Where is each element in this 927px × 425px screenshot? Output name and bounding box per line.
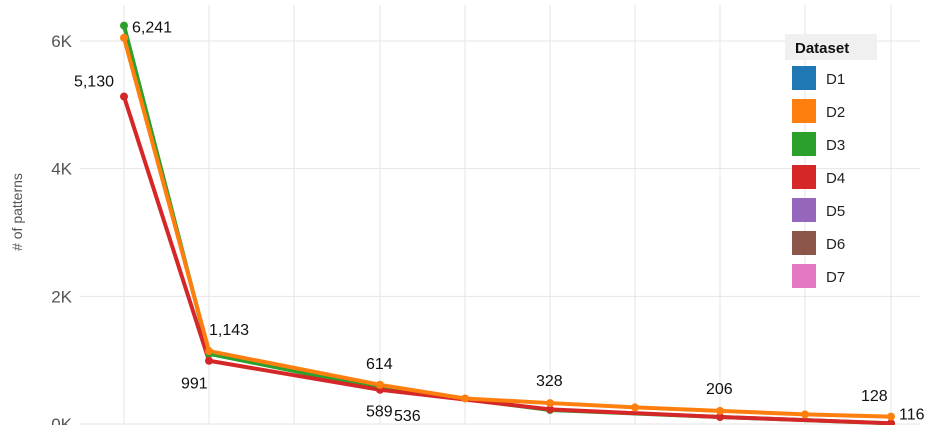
data-point-d2 [716, 406, 724, 415]
data-point-d4 [205, 356, 213, 365]
data-label: 116 [899, 407, 925, 424]
data-label: 128 [861, 388, 888, 405]
y-axis: 0K 2K 4K 6K # of patterns [9, 32, 73, 425]
data-point-d2 [376, 380, 384, 389]
legend-swatch-d3 [792, 132, 816, 156]
data-labels: 6,241 5,130 1,143 991 614 589 536 328 206 128 116 [74, 20, 925, 425]
legend-label-d5: D5 [826, 203, 845, 220]
data-point-d4 [120, 92, 128, 101]
legend-label-d2: D2 [826, 104, 845, 121]
data-point-d2 [120, 33, 128, 42]
legend-label-d4: D4 [826, 170, 845, 187]
data-label: 1,143 [209, 322, 249, 339]
series-lines [120, 21, 895, 425]
legend-title: Dataset [795, 40, 849, 57]
legend-swatch-d5 [792, 198, 816, 222]
data-label: 6,241 [132, 20, 172, 37]
y-axis-title: # of patterns [9, 173, 25, 251]
data-label: 5,130 [74, 74, 114, 91]
data-label: 536 [394, 408, 421, 425]
y-tick-label: 0K [51, 415, 72, 425]
y-tick-label: 2K [51, 287, 72, 306]
data-point-d4 [546, 405, 554, 414]
legend-title-background [785, 34, 877, 60]
data-label: 328 [536, 373, 563, 390]
legend-swatch-d4 [792, 165, 816, 189]
data-point-d2 [546, 399, 554, 408]
y-tick-label: 6K [51, 32, 72, 51]
series-line-d3 [122, 23, 893, 425]
data-point-d2 [887, 412, 895, 421]
legend-label-d3: D3 [826, 137, 845, 154]
legend-label-d6: D6 [826, 236, 845, 253]
data-label: 991 [181, 376, 208, 393]
data-point-d2 [631, 403, 639, 412]
grid [80, 5, 920, 425]
legend-swatch-d1 [792, 66, 816, 90]
series-line-d4 [122, 94, 893, 425]
data-point-d4 [887, 419, 895, 425]
data-point-d2 [801, 410, 809, 419]
data-label: 206 [706, 381, 733, 398]
legend: Dataset D1 D2 D3 D4 D5 D6 D7 [785, 34, 877, 288]
data-point-d2 [461, 394, 469, 403]
legend-swatch-d2 [792, 99, 816, 123]
legend-swatch-d7 [792, 264, 816, 288]
legend-label-d7: D7 [826, 269, 845, 286]
data-point-d4 [716, 412, 724, 421]
data-point-d2 [205, 347, 213, 356]
legend-swatch-d6 [792, 231, 816, 255]
y-tick-label: 4K [51, 160, 72, 179]
legend-label-d1: D1 [826, 71, 845, 88]
data-label: 589 [366, 403, 393, 420]
data-label: 614 [366, 356, 393, 373]
data-point-d3 [120, 21, 128, 30]
